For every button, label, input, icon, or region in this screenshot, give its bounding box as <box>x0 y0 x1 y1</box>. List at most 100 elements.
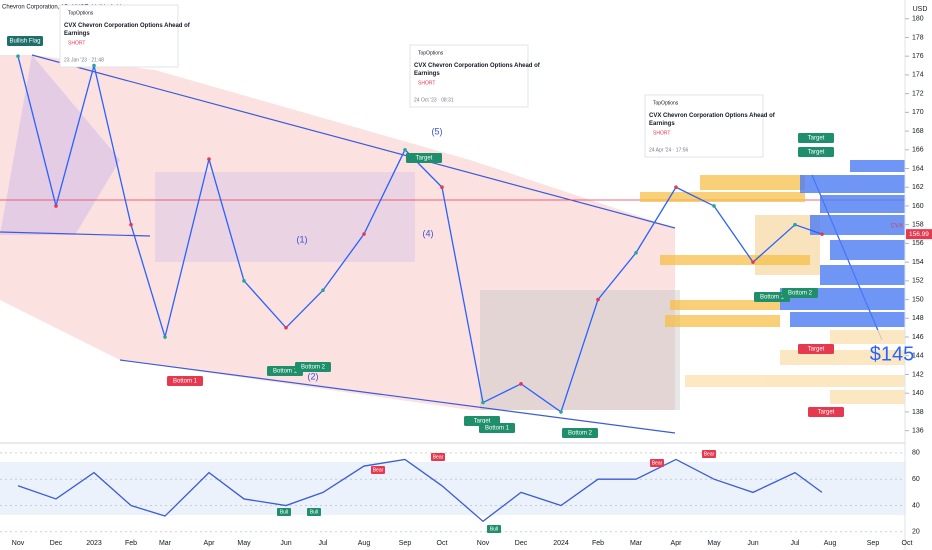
annotation-bg <box>808 407 844 417</box>
trendline <box>31 54 676 229</box>
rsi-line <box>17 458 823 523</box>
idea-title-line: CVX Chevron Corporation Options Ahead of <box>414 63 541 69</box>
idea-title: CVX Chevron Corporation Options Ahead of… <box>649 113 776 127</box>
x-tick-label: Nov <box>477 540 490 547</box>
price-tag: 156.99 <box>909 231 929 238</box>
idea-title-line: Earnings <box>64 31 90 37</box>
idea-title-line: Earnings <box>414 71 440 77</box>
annotation: Bottom 1 <box>485 426 510 432</box>
rsi-tick-label: 20 <box>912 529 920 536</box>
idea-title: CVX Chevron Corporation Options Ahead of… <box>414 63 541 77</box>
y-tick-label: 154 <box>912 259 924 266</box>
annotation: (2) <box>308 371 319 381</box>
idea-date: 24 Oct '23 · 08:31 <box>414 97 454 103</box>
y-tick-label: 158 <box>912 222 924 229</box>
rsi-annotation-bg <box>431 453 445 461</box>
y-tick-label: 150 <box>912 296 924 303</box>
annotation: Target <box>808 150 825 156</box>
rsi-tick-label: 60 <box>912 476 920 483</box>
x-tick-label: 2024 <box>553 540 569 547</box>
price-tag-bg <box>906 229 932 240</box>
annotation-bg <box>295 362 331 372</box>
annotation: Target <box>818 410 835 416</box>
y-tick-label: 144 <box>912 353 924 360</box>
price-point <box>403 147 407 152</box>
price-point <box>92 63 96 68</box>
price-point <box>207 157 211 161</box>
y-tick-label: 180 <box>912 16 924 23</box>
volume-profile <box>640 175 810 327</box>
annotation: Target <box>808 347 825 353</box>
rsi-annotation-bg <box>277 508 291 516</box>
idea-cards: TopOptions CVX Chevron Corporation Option… <box>59 4 776 158</box>
idea-direction: SHORT <box>68 40 85 46</box>
idea-author: TopOptions <box>68 10 94 16</box>
idea-date: 24 Apr '24 · 17:56 <box>649 147 689 153</box>
x-tick-label: Jun <box>280 540 291 547</box>
annotation: Bottom 2 <box>301 365 326 371</box>
y-tick-label: 156 <box>912 240 924 247</box>
idea-card <box>59 4 179 68</box>
idea-author: TopOptions <box>653 100 679 106</box>
y-tick-label: 176 <box>912 53 924 60</box>
rsi-annotation: Bear <box>652 460 663 466</box>
x-tick-label: Apr <box>671 540 683 547</box>
idea-title: CVX Chevron Corporation Options Ahead of… <box>64 23 191 37</box>
flag-fill <box>0 55 120 235</box>
x-tick-label: Feb <box>125 540 137 547</box>
y-tick-label: 174 <box>912 72 924 79</box>
rsi-annotation: Bear <box>433 454 444 460</box>
rsi-annotation: Bull <box>490 526 498 532</box>
rsi-annotation: Bear <box>373 467 384 473</box>
x-tick-label: Jul <box>319 540 328 547</box>
price-point <box>16 54 20 58</box>
price-point <box>242 279 246 283</box>
rsi-annotation-bg <box>702 450 716 458</box>
x-tick-label: Dec <box>50 540 63 547</box>
annotation-bg <box>798 344 834 354</box>
x-tick-label: Mar <box>159 540 172 547</box>
price-point <box>129 222 133 227</box>
rsi-annotation-bg <box>307 508 321 516</box>
y-tick-label: 152 <box>912 278 924 285</box>
y-tick-label: 148 <box>912 315 924 322</box>
price-point <box>54 204 58 208</box>
x-tick-label: Nov <box>12 540 25 547</box>
y-tick-label: 142 <box>912 371 924 378</box>
annotation-bg <box>798 133 834 143</box>
x-tick-label: Sep <box>867 540 880 547</box>
idea-direction: SHORT <box>418 80 435 86</box>
y-tick-label: 166 <box>912 147 924 154</box>
price-point <box>634 250 638 255</box>
annotation: (4) <box>423 228 434 238</box>
price-point <box>481 400 485 405</box>
currency: USD <box>913 6 928 13</box>
annotation: Target <box>808 136 825 142</box>
y-tick-label: 168 <box>912 128 924 135</box>
y-tick-label: 146 <box>912 334 924 341</box>
x-tick-label: Jul <box>791 540 800 547</box>
x-tick-label: Feb <box>592 540 604 547</box>
annotation-bg <box>167 376 203 386</box>
idea-title-line: CVX Chevron Corporation Options Ahead of <box>64 23 191 29</box>
y-tick-label: 140 <box>912 390 924 397</box>
rsi-tick-label: 40 <box>912 502 920 509</box>
price-point <box>559 410 563 414</box>
annotation-bg <box>479 423 515 433</box>
y-tick-label: 172 <box>912 90 924 97</box>
rsi-annotation-bg <box>650 459 664 467</box>
x-tick-label: Aug <box>358 540 371 547</box>
annotation: $145 <box>870 343 915 365</box>
price-point <box>519 382 523 386</box>
annotation: Bottom 1 <box>760 295 785 301</box>
rsi-tick-label: 80 <box>912 450 920 457</box>
volume-profile <box>685 330 905 404</box>
annotation: Bottom 1 <box>273 369 298 375</box>
price-point <box>674 185 678 190</box>
annotation: Bottom 2 <box>568 431 593 437</box>
price-point <box>712 204 716 208</box>
annotation-bg <box>782 288 818 298</box>
zone <box>480 290 680 410</box>
y-tick-label: 162 <box>912 184 924 191</box>
